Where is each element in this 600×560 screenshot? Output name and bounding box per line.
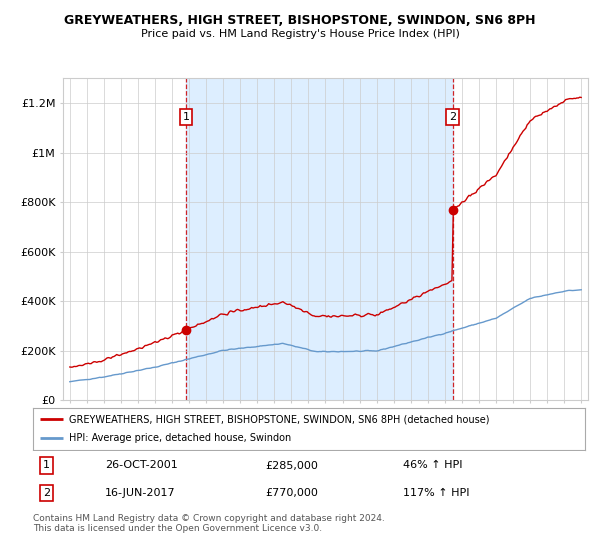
Text: 2: 2 bbox=[449, 112, 456, 122]
Text: £285,000: £285,000 bbox=[265, 460, 318, 470]
Text: Contains HM Land Registry data © Crown copyright and database right 2024.
This d: Contains HM Land Registry data © Crown c… bbox=[33, 514, 385, 534]
Text: 46% ↑ HPI: 46% ↑ HPI bbox=[403, 460, 463, 470]
Text: HPI: Average price, detached house, Swindon: HPI: Average price, detached house, Swin… bbox=[69, 433, 291, 444]
Text: 16-JUN-2017: 16-JUN-2017 bbox=[105, 488, 175, 498]
Text: GREYWEATHERS, HIGH STREET, BISHOPSTONE, SWINDON, SN6 8PH: GREYWEATHERS, HIGH STREET, BISHOPSTONE, … bbox=[64, 14, 536, 27]
Text: GREYWEATHERS, HIGH STREET, BISHOPSTONE, SWINDON, SN6 8PH (detached house): GREYWEATHERS, HIGH STREET, BISHOPSTONE, … bbox=[69, 414, 490, 424]
Text: 117% ↑ HPI: 117% ↑ HPI bbox=[403, 488, 469, 498]
Text: Price paid vs. HM Land Registry's House Price Index (HPI): Price paid vs. HM Land Registry's House … bbox=[140, 29, 460, 39]
Text: 1: 1 bbox=[43, 460, 50, 470]
Text: 1: 1 bbox=[182, 112, 190, 122]
Text: 2: 2 bbox=[43, 488, 50, 498]
Bar bbox=[186, 78, 452, 400]
Text: £770,000: £770,000 bbox=[265, 488, 318, 498]
Text: 26-OCT-2001: 26-OCT-2001 bbox=[105, 460, 178, 470]
